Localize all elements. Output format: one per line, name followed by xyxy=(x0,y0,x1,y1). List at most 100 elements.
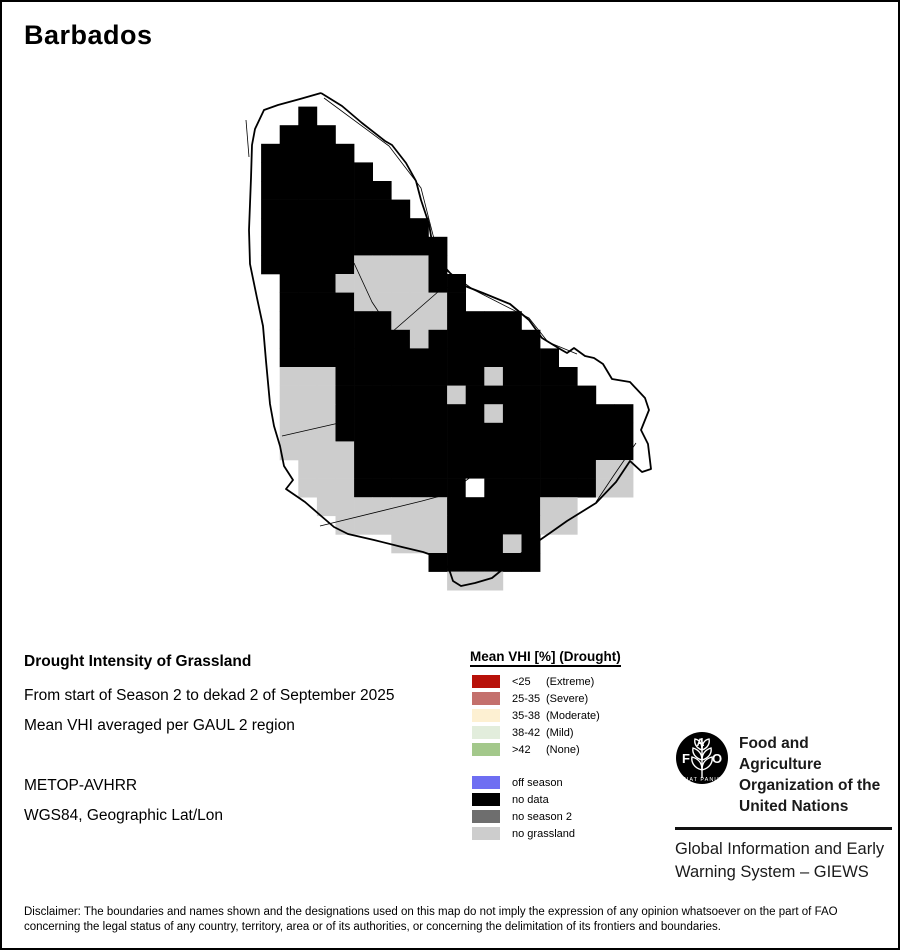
raster-cell xyxy=(279,385,299,405)
raster-cell xyxy=(409,218,429,238)
legend-row: no season 2 xyxy=(470,810,670,823)
raster-cell xyxy=(465,367,485,386)
legend-swatch xyxy=(472,743,500,756)
raster-cell xyxy=(279,199,299,219)
raster-cell xyxy=(428,534,448,554)
raster-cell xyxy=(540,460,559,479)
raster-cell xyxy=(298,274,318,293)
raster-cell xyxy=(409,404,429,424)
raster-cell xyxy=(316,255,336,275)
raster-cell xyxy=(335,218,355,238)
raster-cell xyxy=(261,162,280,182)
raster-cell xyxy=(465,422,485,442)
legend-row: 25-35 (Severe) xyxy=(470,692,670,705)
raster-cell xyxy=(279,143,299,163)
raster-cell xyxy=(502,497,522,517)
raster-cell xyxy=(428,274,448,293)
raster-cell xyxy=(391,329,411,349)
raster-cell xyxy=(298,181,318,200)
raster-cell xyxy=(409,460,429,479)
giews-label: Global Information and Early Warning Sys… xyxy=(675,840,885,881)
map-projection-text: WGS84, Geographic Lat/Lon xyxy=(24,807,224,824)
map-period-text: From start of Season 2 to dekad 2 of Sep… xyxy=(24,687,395,704)
raster-cell xyxy=(428,497,448,517)
legend-row: 35-38 (Moderate) xyxy=(470,709,670,722)
raster-cell xyxy=(428,441,448,461)
raster-cell xyxy=(409,292,429,312)
raster-cell xyxy=(409,515,429,535)
raster-cell xyxy=(540,441,559,461)
raster-cell xyxy=(447,441,466,461)
raster-cell xyxy=(447,534,466,554)
raster-cell xyxy=(261,199,280,219)
raster-cell xyxy=(428,348,448,368)
raster-cell xyxy=(428,367,448,386)
raster-cell xyxy=(540,497,559,517)
svg-text:A: A xyxy=(697,737,705,749)
raster-cell xyxy=(354,218,373,238)
page-title: Barbados xyxy=(24,20,153,50)
raster-cell xyxy=(316,460,336,479)
raster-cell xyxy=(316,125,336,145)
raster-cell xyxy=(316,143,336,163)
legend-label: <25 (Extreme) xyxy=(512,675,595,688)
legend-swatch xyxy=(472,776,500,789)
admin-boundary-line xyxy=(319,469,481,527)
raster-cell xyxy=(409,478,429,498)
raster-cell xyxy=(316,199,336,219)
raster-cell xyxy=(484,422,504,442)
raster-cell xyxy=(316,329,336,349)
raster-cell xyxy=(502,385,522,405)
raster-cell xyxy=(484,497,504,517)
admin-boundary-line xyxy=(595,442,637,503)
fao-footer: F A O FIAT PANIS Food and Agriculture Or… xyxy=(675,730,895,884)
raster-cell xyxy=(595,460,615,479)
raster-cell xyxy=(335,162,355,182)
raster-cell xyxy=(298,441,318,461)
raster-cell xyxy=(391,460,411,479)
raster-cell xyxy=(372,348,392,368)
raster-cell xyxy=(279,422,299,442)
raster-cell xyxy=(354,199,373,219)
admin-boundary-line xyxy=(281,422,340,437)
raster-cell xyxy=(354,497,373,517)
raster-cell xyxy=(372,329,392,349)
raster-cell xyxy=(391,348,411,368)
legend-swatch xyxy=(472,709,500,722)
raster-cell xyxy=(484,311,504,331)
raster-cell xyxy=(484,404,504,424)
svg-text:O: O xyxy=(712,751,722,766)
raster-cell xyxy=(261,236,280,256)
raster-cell xyxy=(521,422,541,442)
legend-title: Mean VHI [%] (Drought) xyxy=(470,649,621,667)
raster-cell xyxy=(558,515,578,535)
raster-cell xyxy=(391,441,411,461)
raster-cell xyxy=(521,553,541,572)
raster-cell xyxy=(465,460,485,479)
raster-cell xyxy=(521,404,541,424)
raster-cell xyxy=(335,385,355,405)
raster-cell xyxy=(335,422,355,442)
raster-cell xyxy=(614,422,634,442)
raster-cell xyxy=(465,515,485,535)
legend-label: no data xyxy=(512,793,549,806)
raster-cell xyxy=(484,553,504,572)
raster-cell xyxy=(465,311,485,331)
raster-cell xyxy=(447,460,466,479)
raster-cell xyxy=(298,236,318,256)
raster-cell xyxy=(298,404,318,424)
raster-cell xyxy=(354,329,373,349)
raster-cell xyxy=(391,497,411,517)
raster-cell xyxy=(354,404,373,424)
raster-cell xyxy=(372,478,392,498)
raster-cell xyxy=(447,329,466,349)
fao-divider xyxy=(675,827,892,830)
raster-cell xyxy=(447,553,466,572)
raster-cell xyxy=(335,292,355,312)
raster-cell xyxy=(484,348,504,368)
raster-cell xyxy=(540,422,559,442)
raster-cell xyxy=(354,478,373,498)
map-method-text: Mean VHI averaged per GAUL 2 region xyxy=(24,717,295,734)
raster-cell xyxy=(335,404,355,424)
legend-label: 38-42 (Mild) xyxy=(512,726,574,739)
